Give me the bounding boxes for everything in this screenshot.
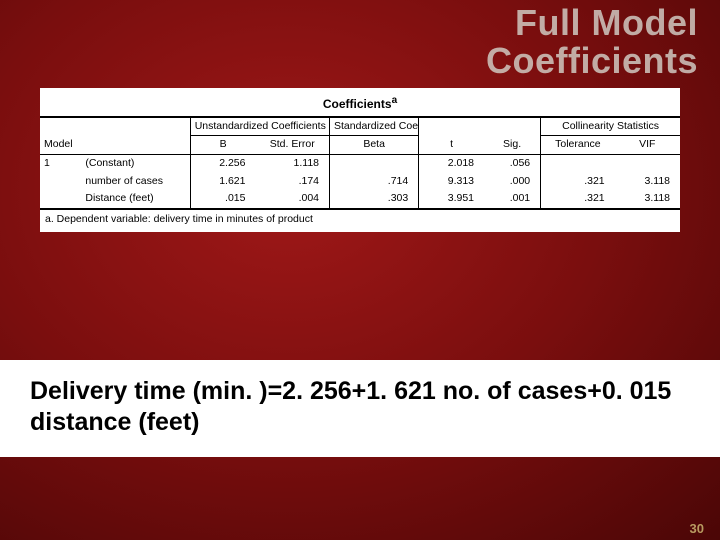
slide-title: Full Model Coefficients — [486, 4, 698, 80]
cell-beta: .714 — [330, 173, 419, 191]
cell-vif — [615, 154, 680, 172]
table-row: number of cases 1.621 .174 .714 9.313 .0… — [40, 173, 680, 191]
cell-t: 3.951 — [419, 190, 484, 209]
col-B-header: B — [190, 136, 255, 155]
slide-title-line1: Full Model — [515, 2, 698, 43]
cell-model — [40, 190, 81, 209]
table-footnote: a. Dependent variable: delivery time in … — [40, 210, 680, 233]
cell-vif: 3.118 — [615, 173, 680, 191]
cell-B: .015 — [190, 190, 255, 209]
cell-t: 9.313 — [419, 173, 484, 191]
col-sig-header: Sig. — [484, 117, 541, 155]
cell-var: Distance (feet) — [81, 190, 190, 209]
cell-model — [40, 173, 81, 191]
table-caption-sup: a — [392, 95, 398, 106]
cell-tol: .321 — [541, 190, 615, 209]
table-caption: Coefficientsa — [40, 88, 680, 116]
cell-sig: .001 — [484, 190, 541, 209]
cell-model: 1 — [40, 154, 81, 172]
cell-stderr: .174 — [255, 173, 329, 191]
cell-var: (Constant) — [81, 154, 190, 172]
coefficients-table-region: Coefficientsa Model Unstandardized Coeff… — [40, 88, 680, 232]
cell-B: 1.621 — [190, 173, 255, 191]
header-group-row: Model Unstandardized Coefficients Standa… — [40, 117, 680, 136]
cell-vif: 3.118 — [615, 190, 680, 209]
col-model-header: Model — [40, 117, 81, 155]
group-std-header: Standardized Coefficients — [330, 117, 419, 136]
cell-stderr: 1.118 — [255, 154, 329, 172]
cell-var: number of cases — [81, 173, 190, 191]
cell-tol — [541, 154, 615, 172]
cell-sig: .056 — [484, 154, 541, 172]
equation-text: Delivery time (min. )=2. 256+1. 621 no. … — [0, 360, 720, 457]
page-number: 30 — [690, 521, 704, 536]
cell-beta — [330, 154, 419, 172]
col-t-header: t — [419, 117, 484, 155]
table-caption-text: Coefficients — [323, 97, 392, 111]
cell-B: 2.256 — [190, 154, 255, 172]
col-var-header — [81, 117, 190, 155]
slide-title-line2: Coefficients — [486, 40, 698, 81]
group-unstd-header: Unstandardized Coefficients — [190, 117, 329, 136]
cell-stderr: .004 — [255, 190, 329, 209]
coefficients-table: Model Unstandardized Coefficients Standa… — [40, 116, 680, 210]
col-tol-header: Tolerance — [541, 136, 615, 155]
cell-sig: .000 — [484, 173, 541, 191]
col-beta-header: Beta — [330, 136, 419, 155]
col-stderr-header: Std. Error — [255, 136, 329, 155]
table-row: 1 (Constant) 2.256 1.118 2.018 .056 — [40, 154, 680, 172]
col-vif-header: VIF — [615, 136, 680, 155]
cell-tol: .321 — [541, 173, 615, 191]
group-collin-header: Collinearity Statistics — [541, 117, 680, 136]
cell-beta: .303 — [330, 190, 419, 209]
table-row: Distance (feet) .015 .004 .303 3.951 .00… — [40, 190, 680, 209]
cell-t: 2.018 — [419, 154, 484, 172]
